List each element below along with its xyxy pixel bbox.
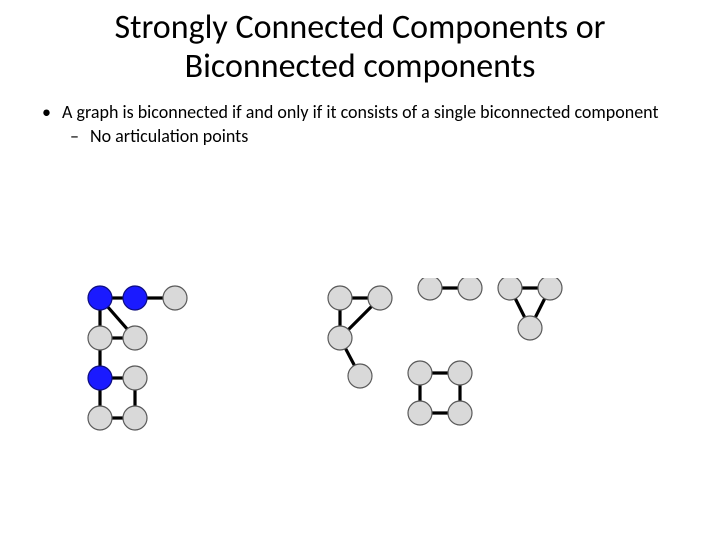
- graph-node-articulation: [123, 286, 147, 310]
- graph-node: [408, 361, 432, 385]
- slide-title: Strongly Connected Components or Biconne…: [0, 8, 720, 86]
- title-line-2: Biconnected components: [185, 46, 536, 87]
- graph-node: [88, 326, 112, 350]
- graph-node: [418, 278, 442, 300]
- graph-node: [88, 406, 112, 430]
- graph-node: [408, 401, 432, 425]
- graph-node: [123, 406, 147, 430]
- graph-node: [448, 401, 472, 425]
- graph-node: [498, 278, 522, 300]
- graph-node: [328, 286, 352, 310]
- graph-node-articulation: [88, 366, 112, 390]
- bullet-main: A graph is biconnected if and only if it…: [42, 100, 720, 124]
- graph-diagrams: [80, 278, 640, 458]
- bullet-sub: No articulation points: [70, 124, 720, 148]
- graph-node: [458, 278, 482, 300]
- graph-node: [448, 361, 472, 385]
- graph-node: [328, 326, 352, 350]
- bullet-list: A graph is biconnected if and only if it…: [42, 100, 720, 149]
- graph-node: [123, 366, 147, 390]
- graph-node: [368, 286, 392, 310]
- graph-node: [163, 286, 187, 310]
- graph-node: [348, 364, 372, 388]
- graph-node: [518, 316, 542, 340]
- graph-node: [123, 326, 147, 350]
- graph-node: [538, 278, 562, 300]
- title-line-1: Strongly Connected Components or: [114, 7, 605, 48]
- graph-node-articulation: [88, 286, 112, 310]
